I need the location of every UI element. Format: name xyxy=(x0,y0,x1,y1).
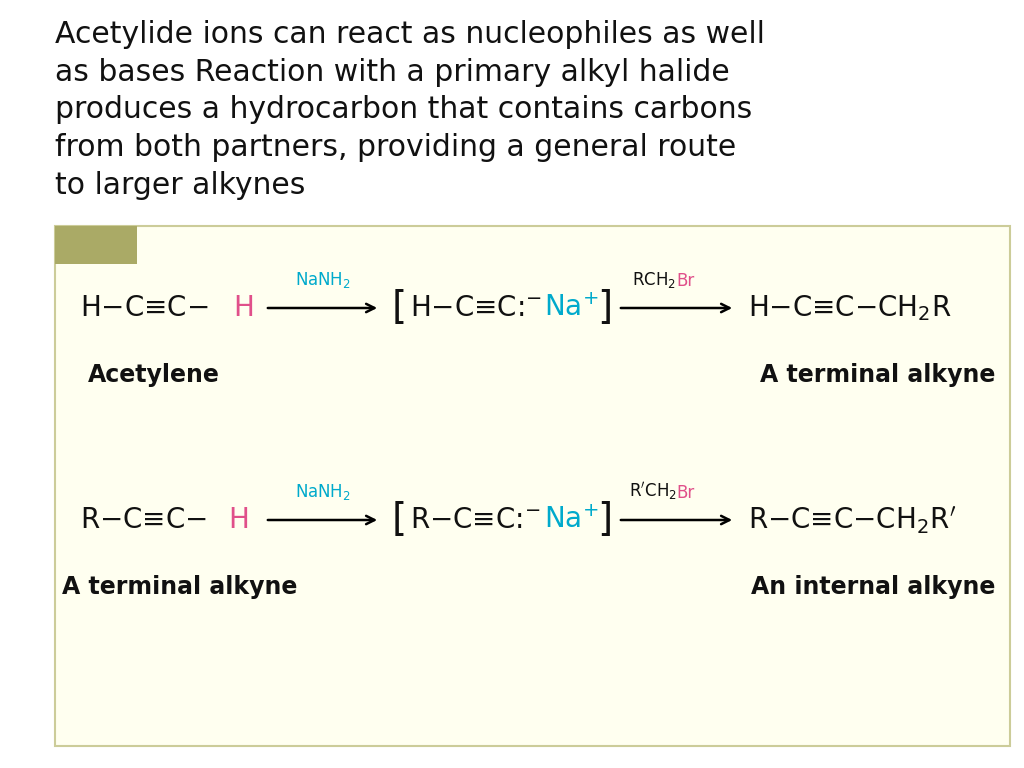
Text: [: [ xyxy=(392,289,408,327)
Bar xyxy=(55,226,137,264)
Text: R$-$C≡C$-$: R$-$C≡C$-$ xyxy=(80,506,207,534)
Text: ]: ] xyxy=(597,289,612,327)
Text: RCH$_2$: RCH$_2$ xyxy=(633,270,677,290)
Text: R$-$C≡C$-$CH$_2$R$'$: R$-$C≡C$-$CH$_2$R$'$ xyxy=(748,505,956,536)
Text: H$-$C≡C$-$CH$_2$R: H$-$C≡C$-$CH$_2$R xyxy=(748,293,951,323)
Bar xyxy=(55,226,1010,746)
Text: H$-$C≡C:$^{-}$: H$-$C≡C:$^{-}$ xyxy=(410,294,542,322)
Text: Br: Br xyxy=(677,272,694,290)
Text: [: [ xyxy=(392,501,408,539)
Text: Na$^{+}$: Na$^{+}$ xyxy=(544,294,598,322)
Text: R$-$C≡C:$^{-}$: R$-$C≡C:$^{-}$ xyxy=(410,506,541,534)
Text: An internal alkyne: An internal alkyne xyxy=(751,575,995,599)
Text: R$'$CH$_2$: R$'$CH$_2$ xyxy=(629,480,677,502)
Text: H: H xyxy=(228,506,249,534)
Text: NaNH$_2$: NaNH$_2$ xyxy=(295,270,350,290)
Text: Br: Br xyxy=(677,484,694,502)
Text: NaNH$_2$: NaNH$_2$ xyxy=(295,482,350,502)
Text: Acetylide ions can react as nucleophiles as well
as bases Reaction with a primar: Acetylide ions can react as nucleophiles… xyxy=(55,20,765,200)
Text: H: H xyxy=(233,294,254,322)
Text: Na$^{+}$: Na$^{+}$ xyxy=(544,506,598,534)
Text: A terminal alkyne: A terminal alkyne xyxy=(760,363,995,387)
Text: Acetylene: Acetylene xyxy=(88,363,220,387)
Text: ]: ] xyxy=(597,501,612,539)
Text: A terminal alkyne: A terminal alkyne xyxy=(62,575,297,599)
Text: H$-$C≡C$-$: H$-$C≡C$-$ xyxy=(80,294,209,322)
